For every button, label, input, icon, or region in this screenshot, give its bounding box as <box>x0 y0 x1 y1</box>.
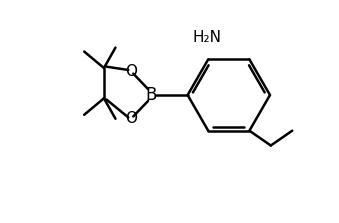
Text: H₂N: H₂N <box>192 29 221 45</box>
Text: O: O <box>125 64 137 79</box>
Text: O: O <box>125 111 137 126</box>
Text: B: B <box>146 86 157 104</box>
